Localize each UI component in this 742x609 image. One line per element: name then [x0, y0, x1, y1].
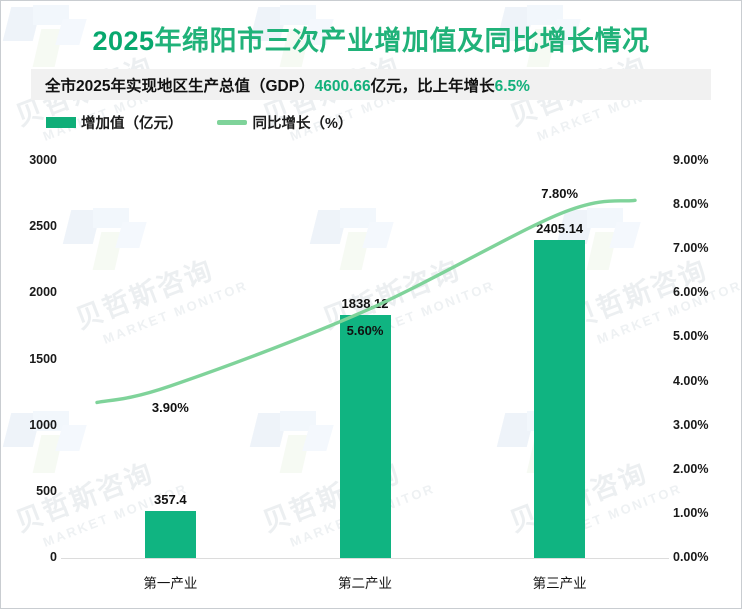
y-axis-right-tick-label: 1.00%: [673, 505, 709, 520]
y-axis-right-tick-label: 5.00%: [673, 329, 709, 344]
page-title: 2025年绵阳市三次产业增加值及同比增长情况: [1, 19, 741, 58]
x-axis-category-label: 第二产业: [338, 576, 392, 591]
bar-value-label: 357.4: [154, 491, 187, 507]
legend-item-line[interactable]: 同比增长（%）: [216, 112, 353, 133]
legend-item-bar[interactable]: 增加值（亿元）: [46, 112, 183, 133]
y-axis-right-tick-label: 0.00%: [673, 550, 709, 564]
growth-percent-label: 7.80%: [541, 185, 579, 201]
bar-2[interactable]: [339, 314, 391, 558]
bar-3[interactable]: [534, 239, 586, 558]
legend-line-swatch-icon: [216, 119, 247, 125]
chart-legend: 增加值（亿元） 同比增长（%）: [46, 111, 386, 133]
y-axis-right-tick-label: 3.00%: [673, 417, 709, 432]
legend-item-label: 增加值（亿元）: [81, 115, 183, 132]
subtitle-part1: 全市2025年实现地区生产总值（GDP）: [45, 77, 315, 95]
y-axis-right-tick-label: 6.00%: [673, 285, 709, 300]
growth-percent-label: 3.90%: [151, 399, 189, 415]
y-axis-right-tick-label: 2.00%: [673, 461, 709, 476]
y-axis-left-tick-label: 500: [36, 483, 57, 498]
page-title-year: 2025: [92, 26, 155, 56]
bar-1[interactable]: [144, 510, 196, 558]
subtitle-growth-value: 6.5%: [494, 77, 530, 95]
x-axis-category-label: 第三产业: [532, 576, 587, 591]
y-axis-left-tick-label: 1500: [29, 351, 57, 366]
y-axis-right-tick-label: 9.00%: [673, 153, 709, 167]
y-axis-right-tick-label: 7.00%: [673, 241, 709, 256]
legend-item-label: 同比增长（%）: [252, 115, 353, 132]
y-axis-left-tick-label: 2500: [29, 219, 57, 234]
legend-bar-swatch-icon: [46, 116, 76, 128]
x-axis-baseline: [61, 558, 669, 559]
growth-line-path: [95, 198, 637, 405]
growth-percent-label: 5.60%: [346, 322, 384, 338]
y-axis-left-tick-label: 2000: [29, 285, 57, 300]
y-axis-right-tick-label: 8.00%: [673, 197, 709, 212]
x-axis-category-label: 第一产业: [143, 576, 198, 591]
subtitle-banner: 全市2025年实现地区生产总值（GDP）4600.66亿元，比上年增长6.5%: [31, 69, 711, 100]
y-axis-right-tick-label: 4.00%: [673, 373, 709, 388]
subtitle-part2: 亿元，比上年增长: [370, 77, 495, 95]
page-title-rest: 年绵阳市三次产业增加值及同比增长情况: [154, 26, 650, 56]
subtitle-text: 全市2025年实现地区生产总值（GDP）4600.66亿元，比上年增长6.5%: [45, 74, 530, 96]
y-axis-left-tick-label: 3000: [29, 153, 57, 167]
y-axis-left-tick-label: 0: [50, 550, 57, 564]
subtitle-gdp-value: 4600.66: [314, 77, 371, 95]
